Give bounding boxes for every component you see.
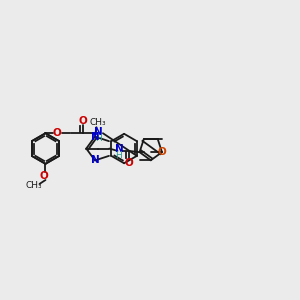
Text: H: H [116,151,122,160]
Text: N: N [91,132,99,142]
Text: O: O [53,128,62,138]
Text: N: N [94,127,103,137]
Text: H: H [95,134,102,143]
Text: O: O [124,158,133,168]
Text: N: N [115,144,123,154]
Text: O: O [158,147,166,157]
Text: CH₃: CH₃ [26,181,42,190]
Text: CH₃: CH₃ [90,118,106,127]
Text: O: O [79,116,87,126]
Text: O: O [40,171,48,181]
Text: N: N [91,155,99,165]
